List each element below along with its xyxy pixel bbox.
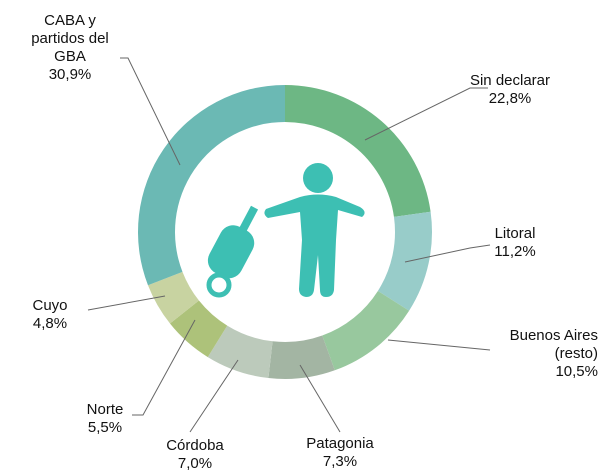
value-label: 22,8% (488, 90, 532, 107)
donut-slice (147, 271, 199, 324)
slice-label: Patagonia 7,3% (290, 435, 390, 471)
leader-line (299, 364, 341, 433)
donut-slice (138, 85, 285, 286)
leader-line (189, 359, 239, 433)
slice-label: Norte 5,5% (60, 401, 150, 437)
slice-label: Litoral 11,2% (470, 225, 560, 261)
leader-line (364, 87, 488, 141)
slice-label: Córdoba 7,0% (145, 437, 245, 473)
value-label: 4,8% (32, 315, 68, 332)
value-label: 5,5% (87, 419, 123, 436)
donut-slice (169, 300, 228, 358)
donut-slice (268, 335, 335, 379)
slices (138, 85, 433, 379)
value-label: 30,9% (48, 66, 92, 83)
category-name: Norte (86, 401, 124, 418)
category-name: Sin declarar (469, 72, 551, 89)
value-label: 7,0% (177, 455, 213, 472)
donut-slice (377, 211, 433, 311)
traveler-icon (206, 163, 365, 298)
value-label: 11,2% (494, 243, 536, 260)
value-label: 10,5% (555, 363, 598, 380)
leader-line (404, 244, 491, 263)
category-name: CABA y partidos del GBA (31, 12, 109, 65)
category-name: Cuyo (32, 297, 68, 314)
leader-line (132, 319, 196, 416)
slice-label: Buenos Aires (resto) 10,5% (488, 327, 598, 381)
leader-line (87, 295, 166, 311)
donut-slice (285, 85, 431, 217)
donut-slice (322, 290, 410, 371)
slice-label: CABA y partidos del GBA 30,9% (20, 12, 120, 84)
category-name: Patagonia (306, 435, 374, 452)
value-label: 7,3% (322, 453, 358, 470)
slice-label: Sin declarar 22,8% (455, 72, 565, 108)
slice-label: Cuyo 4,8% (10, 297, 90, 333)
donut-slice (207, 325, 273, 379)
category-name: Buenos Aires (resto) (509, 327, 598, 362)
leader-line (387, 339, 491, 351)
category-name: Córdoba (166, 437, 224, 454)
leader-line (120, 57, 181, 166)
category-name: Litoral (494, 225, 536, 242)
